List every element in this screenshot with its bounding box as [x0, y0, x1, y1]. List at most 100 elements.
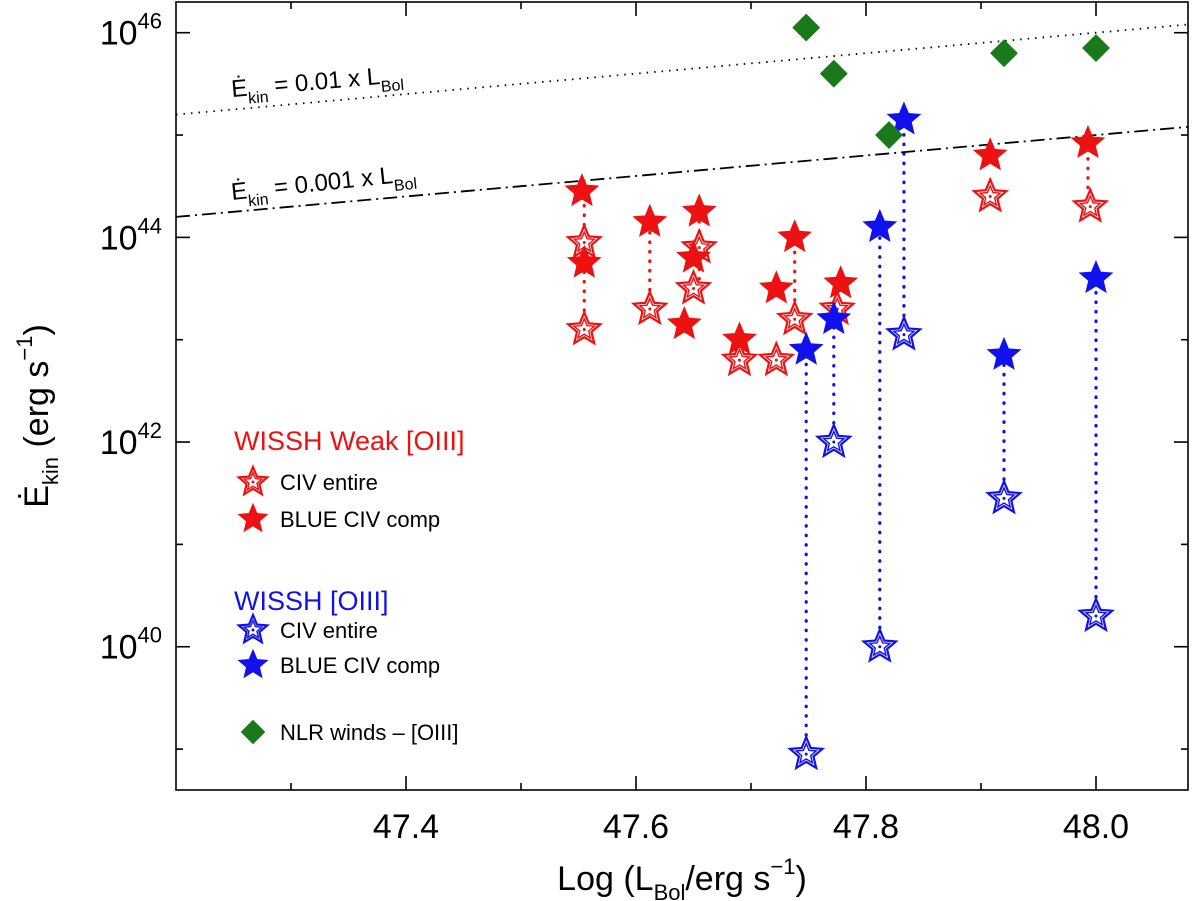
- open-star-outline: [787, 734, 826, 771]
- open-star-center: [697, 246, 701, 250]
- open-star-inner: [892, 322, 916, 345]
- open-star-inner: [868, 634, 892, 657]
- series-2-point-2: [860, 626, 899, 663]
- open-star-outline: [1077, 596, 1115, 633]
- series-1-point-4: [676, 239, 711, 273]
- legend-title-0: WISSH Weak [OIII]: [234, 426, 465, 456]
- open-star-center: [1094, 614, 1098, 618]
- series-4-point-4: [1082, 34, 1110, 62]
- legend-marker-4: [236, 612, 270, 645]
- legend-entry-label-4: CIV entire: [280, 618, 378, 643]
- legend-marker-1: [236, 464, 270, 497]
- series-1-point-2: [632, 203, 668, 237]
- series-1-point-8: [777, 219, 813, 253]
- legend-entry-label-5: BLUE CIV comp: [280, 653, 440, 678]
- x-tick-label: 47.4: [373, 808, 439, 846]
- open-star-outline: [860, 626, 899, 663]
- open-star-inner: [681, 276, 706, 299]
- open-star-inner: [572, 317, 597, 340]
- series-1-point-0: [564, 173, 600, 207]
- y-axis-label: Ėkin (erg s−1): [12, 324, 63, 508]
- series-0-point-4: [674, 268, 713, 305]
- legend-entry-label-2: BLUE CIV comp: [280, 507, 440, 532]
- legend-entry-label-6: NLR winds – [OIII]: [280, 720, 459, 745]
- open-star-outline: [985, 478, 1023, 515]
- open-star-outline: [971, 176, 1010, 213]
- open-star-inner: [822, 429, 846, 453]
- open-star-center: [878, 645, 882, 649]
- series-0-point-5: [720, 340, 759, 377]
- series-0-point-9: [971, 176, 1010, 213]
- y-tick-label: 1040: [100, 623, 162, 667]
- x-tick-label: 47.8: [833, 808, 899, 846]
- open-star-center: [582, 240, 586, 244]
- open-star-inner: [1084, 603, 1108, 627]
- reference-line-labels: Ėkin = 0.01 x LBol Ėkin = 0.001 x LBol: [230, 61, 418, 212]
- open-star-center: [774, 358, 778, 362]
- open-star-center: [692, 287, 695, 291]
- series-2-point-4: [985, 478, 1023, 515]
- series-1-point-5: [666, 306, 702, 340]
- axis-labels: Log (LBol/erg s−1) Ėkin (erg s−1): [12, 324, 807, 901]
- open-star-center: [251, 480, 255, 484]
- data-points: [564, 13, 1115, 771]
- open-star-inner: [794, 741, 818, 765]
- x-axis-label: Log (LBol/erg s−1): [557, 854, 807, 901]
- open-star-center: [648, 307, 652, 311]
- series-3-point-5: [1078, 260, 1114, 294]
- series-1-point-11: [1070, 124, 1106, 159]
- series-1-point-7: [758, 270, 794, 304]
- open-star-center: [793, 317, 797, 321]
- open-star-inner: [1078, 194, 1103, 217]
- series-2-point-0: [787, 734, 826, 771]
- series-4-point-1: [819, 59, 848, 88]
- series-3-point-4: [986, 336, 1022, 370]
- open-star-center: [832, 440, 836, 444]
- series-3-point-3: [886, 101, 922, 135]
- y-tick-label: 1042: [100, 418, 162, 462]
- series-3-point-2: [862, 208, 898, 242]
- series-2-point-5: [1077, 596, 1115, 633]
- open-star-center: [1088, 205, 1092, 209]
- open-star-outline: [630, 289, 669, 326]
- series-3-point-0: [788, 331, 824, 365]
- legend-entry-label-1: CIV entire: [280, 470, 378, 495]
- open-star-outline: [775, 299, 814, 336]
- y-tick-label: 1044: [100, 213, 162, 257]
- open-star-inner: [978, 184, 1002, 207]
- series-1-point-6: [722, 321, 757, 355]
- open-star-inner: [992, 485, 1016, 509]
- open-star-outline: [674, 268, 713, 305]
- open-star-center: [1002, 496, 1006, 500]
- open-star-outline: [885, 314, 923, 351]
- open-star-outline: [565, 309, 604, 346]
- series-2-point-1: [814, 422, 853, 459]
- open-star-outline: [757, 340, 796, 377]
- series-1-point-9: [823, 265, 859, 299]
- open-star-center: [988, 194, 992, 198]
- series-4-point-0: [792, 13, 821, 42]
- axis-ticks: 47.4 47.6 47.8 48.0 1040 1042 1044 1046: [100, 2, 1188, 846]
- open-star-outline: [1071, 186, 1110, 223]
- series-4-point-3: [990, 39, 1018, 68]
- plot-frame: [175, 1, 1189, 791]
- x-tick-label: 47.6: [603, 808, 669, 846]
- open-star-center: [251, 628, 255, 632]
- legend-marker-2: [237, 502, 269, 533]
- series-4-point-2: [875, 121, 903, 149]
- open-star-inner: [242, 618, 264, 639]
- open-star-inner: [638, 296, 662, 320]
- open-star-inner: [242, 470, 264, 491]
- open-star-center: [738, 358, 741, 362]
- reference-line-label-1: Ėkin = 0.001 x LBol: [230, 160, 418, 212]
- open-star-center: [902, 333, 906, 337]
- reference-line-label-0: Ėkin = 0.01 x LBol: [230, 61, 405, 109]
- series-0-point-1: [565, 309, 604, 346]
- open-star-inner: [727, 347, 752, 371]
- legend: WISSH Weak [OIII] CIV entire BLUE CIV comp…: [234, 426, 465, 745]
- open-star-center: [582, 327, 586, 331]
- open-star-inner: [782, 306, 807, 330]
- open-star-outline: [814, 422, 853, 459]
- series-3-point-1: [816, 300, 852, 335]
